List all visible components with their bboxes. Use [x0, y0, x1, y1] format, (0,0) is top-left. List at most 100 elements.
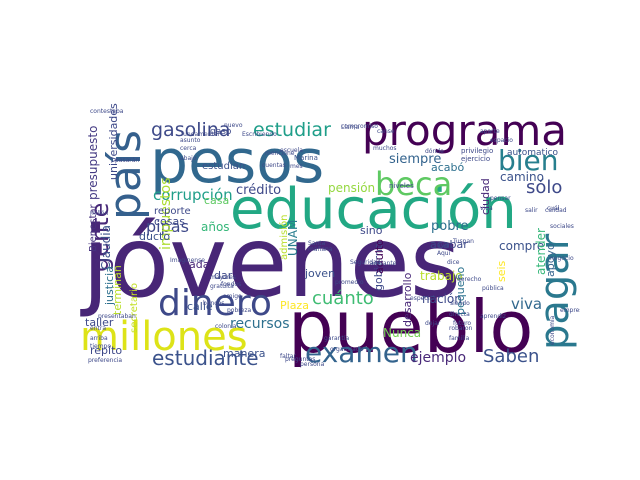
- cloud-word: dinero: [158, 283, 272, 324]
- cloud-word: siempre: [389, 152, 441, 167]
- cloud-word: ciudad: [479, 178, 492, 215]
- cloud-word: justicia: [103, 266, 116, 306]
- cloud-word: gobierno: [372, 242, 385, 291]
- cloud-word: mencioné: [265, 150, 295, 157]
- cloud-word: futuro: [453, 320, 471, 327]
- cloud-word: colonia: [215, 323, 237, 330]
- cloud-word: taller: [85, 316, 114, 329]
- cloud-word: ayer: [437, 242, 451, 249]
- cloud-word: pequeño: [454, 267, 467, 315]
- cloud-word: jóvenes: [80, 206, 461, 320]
- cloud-word: Aquí: [437, 250, 451, 257]
- cloud-word: Tuspan: [452, 238, 474, 245]
- cloud-word: pasarán: [115, 157, 139, 164]
- cloud-word: nuevo: [224, 122, 243, 129]
- cloud-word: dejar: [425, 320, 441, 327]
- cloud-word: abajo: [180, 155, 197, 162]
- cloud-word: pensión: [328, 181, 375, 195]
- cloud-word: contestaba: [90, 108, 124, 115]
- cloud-word: sólo: [526, 177, 562, 198]
- cloud-word: examen: [305, 336, 418, 369]
- cloud-word: vida: [480, 205, 493, 212]
- cloud-word: apoyo: [544, 243, 557, 277]
- cloud-word: ejercicio: [461, 155, 490, 163]
- cloud-word: atender: [534, 228, 548, 275]
- cloud-word: robaron: [449, 325, 472, 332]
- cloud-word: aprendiz: [480, 313, 506, 320]
- cloud-word: secretario: [129, 283, 140, 333]
- cloud-word: ducto: [139, 230, 170, 243]
- cloud-word: adulto: [373, 239, 386, 274]
- cloud-word: preguntas: [285, 356, 315, 363]
- cloud-word: Plaza: [280, 299, 309, 312]
- cloud-word: Marina: [294, 154, 318, 162]
- cloud-word: derecho: [457, 276, 482, 283]
- cloud-word: bancos: [203, 300, 224, 307]
- cloud-word: impuestos: [158, 177, 174, 250]
- cloud-word: Claudia: [99, 225, 113, 270]
- cloud-word: seis: [495, 260, 508, 282]
- cloud-word: millón: [90, 210, 109, 217]
- cloud-word: corrupción: [153, 186, 233, 204]
- cloud-word: automatico: [507, 148, 559, 158]
- cloud-word: programa: [362, 106, 567, 155]
- cloud-word: directa: [449, 311, 470, 318]
- cloud-word: país: [100, 130, 151, 220]
- cloud-word: Llama: [341, 124, 360, 131]
- cloud-word: recursos: [230, 316, 290, 332]
- cloud-word: asunto: [180, 137, 201, 144]
- cloud-word: manera: [223, 347, 265, 360]
- cloud-word: viva: [511, 295, 542, 313]
- cloud-word: joven: [304, 267, 335, 280]
- cloud-word: cosas: [154, 215, 185, 228]
- cloud-word: universidades: [107, 103, 120, 180]
- cloud-word: Nunca: [383, 326, 421, 340]
- cloud-word: mañana: [308, 246, 333, 253]
- cloud-word: Saben: [483, 346, 539, 367]
- cloud-word: estudiar: [253, 119, 331, 141]
- cloud-word: negocio: [550, 255, 574, 262]
- cloud-word: especial: [410, 295, 435, 302]
- cloud-word: cuentas: [262, 162, 286, 169]
- cloud-word: privilegio: [461, 147, 493, 155]
- cloud-word: sino: [360, 224, 383, 237]
- cloud-word: economía: [549, 315, 556, 345]
- cloud-word: desarrollo: [401, 272, 414, 327]
- cloud-word: gasolina: [151, 119, 230, 141]
- cloud-word: espacio: [490, 137, 513, 144]
- cloud-word: nación: [422, 292, 462, 306]
- cloud-word: terminan: [111, 265, 124, 315]
- cloud-word: mayores: [210, 274, 236, 281]
- cloud-word: mes: [290, 163, 303, 170]
- cloud-word: adelante: [370, 260, 397, 267]
- cloud-word: persona: [300, 361, 325, 368]
- cloud-word: Imaginense: [170, 257, 205, 264]
- cloud-word: escuela: [280, 147, 303, 154]
- cloud-word: compromiso: [341, 123, 378, 130]
- cloud-word: muchos: [373, 145, 397, 152]
- cloud-word: pública: [482, 285, 504, 292]
- cloud-word: gente: [86, 203, 114, 272]
- cloud-word: beca: [375, 165, 452, 203]
- cloud-word: canse: [377, 128, 395, 135]
- cloud-word: fundamental: [181, 131, 220, 138]
- cloud-word: pobreza: [227, 307, 251, 314]
- cloud-word: garantía: [324, 335, 349, 342]
- cloud-word: admisión: [278, 215, 290, 260]
- cloud-word: arriba: [90, 335, 108, 342]
- cloud-word: organizado: [330, 346, 364, 353]
- cloud-word: acabó: [431, 161, 465, 174]
- cloud-word: UNAM: [286, 220, 300, 256]
- cloud-word: entra: [90, 325, 106, 332]
- cloud-word: dónde: [425, 148, 444, 155]
- word-cloud: jóvenes pueblo educación pesos programa millo…: [80, 100, 580, 380]
- cloud-word: Santa: [308, 240, 326, 247]
- cloud-word: estudiante: [152, 346, 259, 370]
- cloud-word: repito: [90, 344, 122, 357]
- cloud-word: cada: [183, 258, 210, 271]
- cloud-word: Escribiendo: [242, 131, 277, 138]
- cloud-word: reporte: [154, 206, 191, 217]
- cloud-word: dice: [447, 259, 460, 266]
